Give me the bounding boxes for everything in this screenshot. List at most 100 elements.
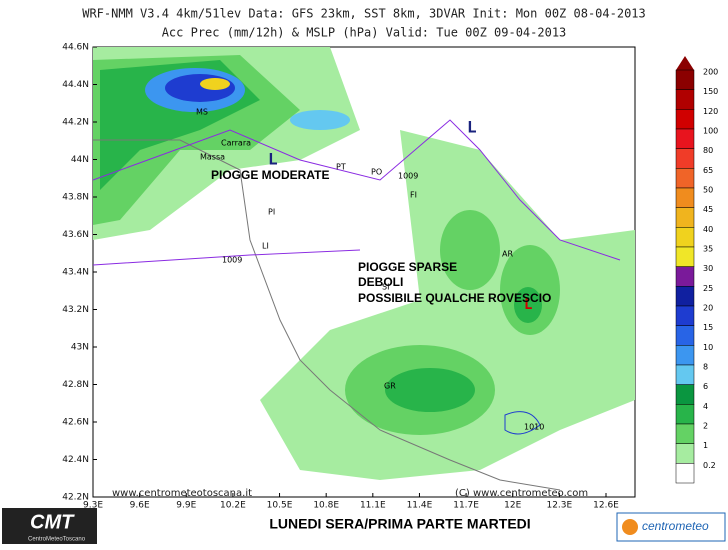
colorbar-label: 4	[703, 402, 708, 411]
low-symbol: L	[524, 297, 532, 313]
lat-label: 44.6N	[62, 43, 89, 53]
colorbar-swatch	[675, 227, 695, 248]
city-label: Massa	[200, 153, 225, 162]
colorbar-swatch	[675, 325, 695, 346]
lat-label: 42.2N	[62, 493, 89, 503]
isobar	[504, 411, 541, 435]
colorbar-label: 2	[703, 421, 708, 430]
lat-label: 43N	[71, 343, 89, 353]
precip	[93, 47, 635, 480]
colorbar-swatch	[675, 89, 695, 110]
isobar-label: 1010	[524, 423, 544, 432]
lon-label: 10.8E	[313, 501, 339, 511]
colorbar-label: 65	[703, 166, 713, 175]
colorbar-label: 35	[703, 244, 713, 253]
city-label: SI	[382, 283, 389, 292]
colorbar-label: 30	[703, 264, 713, 273]
colorbar-swatch	[675, 207, 695, 228]
lon-label: 9.6E	[130, 501, 150, 511]
colorbar-label: 80	[703, 146, 713, 155]
colorbar-swatch	[675, 128, 695, 149]
colorbar-swatch	[675, 443, 695, 464]
colorbar-swatch	[675, 266, 695, 287]
colorbar-label: 100	[703, 126, 718, 135]
colorbar-label: 120	[703, 107, 718, 116]
logo-text: centrometeo	[642, 519, 709, 533]
lat-label: 44.2N	[62, 118, 89, 128]
colorbar-swatch	[675, 109, 695, 130]
low-symbol: L	[467, 118, 477, 137]
colorbar-swatch	[675, 463, 695, 484]
lat-label: 43.2N	[62, 305, 89, 315]
colorbar-swatch	[675, 246, 695, 267]
city-label: FI	[410, 191, 417, 200]
lon-label: 9.3E	[83, 501, 103, 511]
lon-label: 11.1E	[360, 501, 386, 511]
watermark: (C) www.centrometeo.com	[455, 488, 588, 499]
logo-text: CMT	[30, 511, 75, 533]
header-line: WRF-NMM V3.4 4km/51lev Data: GFS 23km, S…	[82, 7, 646, 21]
colorbar-swatch	[675, 69, 695, 90]
watermark: www.centrometeotoscana.it	[112, 488, 252, 499]
annotation: PIOGGE SPARSE	[358, 260, 457, 274]
isobar	[92, 119, 621, 261]
colorbar-swatch	[675, 423, 695, 444]
colorbar-label: 10	[703, 343, 713, 352]
colorbar-swatch	[675, 286, 695, 307]
lon-label: 9.9E	[176, 501, 196, 511]
colorbar-label: 150	[703, 87, 718, 96]
city-label: PI	[268, 208, 275, 217]
logo-icon	[622, 519, 638, 535]
city-label: MS	[196, 108, 208, 117]
lat-label: 43.4N	[62, 268, 89, 278]
lat-label: 44.4N	[62, 80, 89, 90]
coastline	[93, 139, 561, 491]
colorbar-swatch	[675, 384, 695, 405]
annotation: DEBOLI	[358, 275, 403, 289]
logo-sub: CentroMeteoToscano	[28, 537, 86, 543]
colorbar-label: 25	[703, 284, 713, 293]
colorbar-swatch	[675, 187, 695, 208]
colorbar-label: 0.2	[703, 461, 716, 470]
colorbar-swatch	[675, 148, 695, 169]
lon-label: 11.4E	[407, 501, 433, 511]
colorbar-label: 15	[703, 323, 713, 332]
lon-label: 12.3E	[546, 501, 572, 511]
city-label: LI	[262, 242, 269, 251]
lon-label: 10.5E	[267, 501, 293, 511]
isobar-label: 1009	[222, 256, 242, 265]
lon-label: 11.7E	[453, 501, 479, 511]
city-label: PO	[371, 168, 382, 177]
lat-label: 42.4N	[62, 455, 89, 465]
colorbar-swatch	[675, 345, 695, 366]
annotation: POSSIBILE QUALCHE ROVESCIO	[358, 291, 551, 305]
colorbar-label: 8	[703, 362, 708, 371]
colorbar-arrow	[676, 56, 694, 70]
lat-label: 43.6N	[62, 230, 89, 240]
colorbar-swatch	[675, 364, 695, 385]
header-line: Acc Prec (mm/12h) & MSLP (hPa) Valid: Tu…	[162, 26, 567, 40]
lat-label: 42.6N	[62, 418, 89, 428]
colorbar-label: 1	[703, 441, 708, 450]
map	[92, 46, 636, 498]
isobar	[92, 249, 361, 266]
colorbar-label: 50	[703, 185, 713, 194]
lon-label: 10.2E	[220, 501, 246, 511]
isobar-label: 1009	[398, 172, 418, 181]
lat-label: 43.8N	[62, 193, 89, 203]
lon-label: 12E	[504, 501, 521, 511]
colorbar-swatch	[675, 305, 695, 326]
lat-label: 42.8N	[62, 380, 89, 390]
city-label: Carrara	[221, 139, 251, 148]
lon-label: 12.6E	[593, 501, 619, 511]
annotation: PIOGGE MODERATE	[211, 168, 329, 182]
colorbar-label: 45	[703, 205, 713, 214]
low-symbol: L	[268, 150, 278, 169]
footer-caption: LUNEDI SERA/PRIMA PARTE MARTEDI	[269, 516, 530, 532]
colorbar-label: 40	[703, 225, 713, 234]
city-label: PT	[336, 163, 346, 172]
colorbar-swatch	[675, 168, 695, 189]
colorbar-label: 200	[703, 67, 718, 76]
lat-label: 44N	[71, 155, 89, 165]
